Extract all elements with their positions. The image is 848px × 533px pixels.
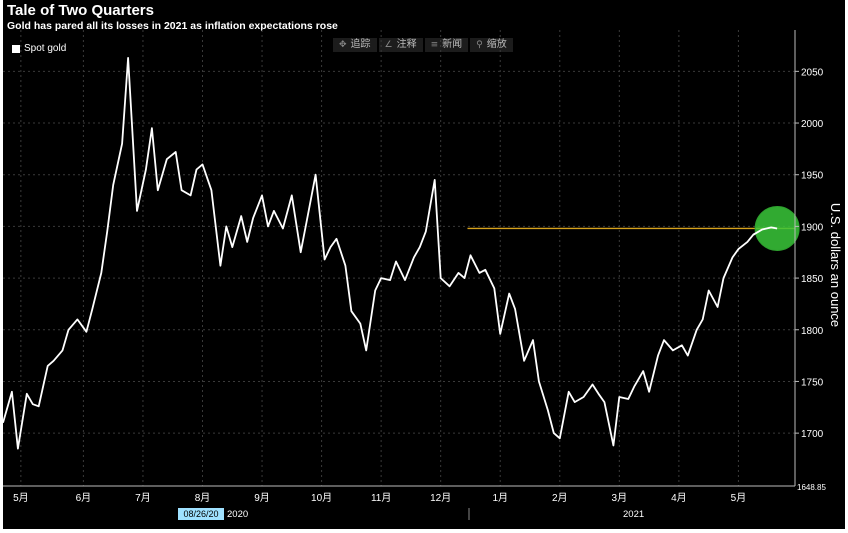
grid-layer <box>3 30 795 486</box>
track-button[interactable]: ✥ 追踪 <box>333 38 377 52</box>
series-line-spot-gold <box>3 57 778 450</box>
year-2020-label: 2020 <box>227 509 248 520</box>
date-highlight-box: 08/26/20 <box>178 508 224 520</box>
last-value-label: 1648.85 <box>797 483 826 492</box>
annotate-button[interactable]: ∠ 注释 <box>378 38 423 52</box>
y-tick-label: 1850 <box>801 274 824 285</box>
price-chart[interactable]: 1700 1750 1800 1850 1900 1950 2000 2050 5月 6月 7月 8月… <box>3 0 845 529</box>
annotate-label: 注释 <box>396 39 417 50</box>
legend-label: Spot gold <box>24 43 67 54</box>
x-tick-label: 1月 <box>492 492 508 504</box>
y-axis-label: U.S. dollars an ounce <box>828 203 843 327</box>
chart-title: Tale of Two Quarters <box>7 2 154 19</box>
x-tick-label: 6月 <box>76 492 92 504</box>
x-tick-label: 7月 <box>135 492 151 504</box>
x-tick-label: 3月 <box>612 492 628 504</box>
y-tick-label: 1750 <box>801 377 824 388</box>
axes-layer: 1700 1750 1800 1850 1900 1950 2000 2050 5月 6月 7月 8月… <box>3 30 826 504</box>
highlight-layer <box>752 205 800 251</box>
chart-legend: Spot gold <box>12 43 66 54</box>
year-2021-label: 2021 <box>623 509 644 520</box>
y-tick-label: 2000 <box>801 119 824 130</box>
chart-frame: Tale of Two Quarters Gold has pared all … <box>3 0 845 529</box>
x-tick-label: 5月 <box>731 492 747 504</box>
x-tick-label: 4月 <box>671 492 687 504</box>
news-icon: ≡ <box>430 40 439 50</box>
x-tick-label: 12月 <box>430 492 451 504</box>
x-tick-label: 2月 <box>552 492 568 504</box>
chart-subtitle: Gold has pared all its losses in 2021 as… <box>7 20 338 32</box>
series-layer <box>3 57 778 450</box>
y-tick-label: 2050 <box>801 67 824 78</box>
y-tick-label: 1700 <box>801 429 824 440</box>
x-tick-label: 8月 <box>195 492 211 504</box>
series-tail-overlay <box>752 226 778 236</box>
y-tick-label: 1900 <box>801 222 824 233</box>
magnifier-icon: ⚲ <box>476 40 483 50</box>
track-label: 追踪 <box>350 39 371 50</box>
x-tick-label: 9月 <box>254 492 270 504</box>
zoom-button[interactable]: ⚲ 缩放 <box>470 38 513 52</box>
zoom-label: 缩放 <box>486 39 507 50</box>
y-tick-label: 1950 <box>801 171 824 182</box>
news-button[interactable]: ≡ 新闻 <box>424 38 469 52</box>
x-tick-label: 10月 <box>311 492 332 504</box>
pencil-icon: ∠ <box>384 40 393 50</box>
legend-swatch <box>12 44 20 53</box>
crosshair-icon: ✥ <box>339 40 347 50</box>
news-label: 新闻 <box>442 39 463 50</box>
chart-toolbar: ✥ 追踪 ∠ 注释 ≡ 新闻 ⚲ 缩放 <box>333 38 513 52</box>
x-tick-label: 11月 <box>371 492 391 504</box>
x-tick-label: 5月 <box>13 492 29 504</box>
highlight-circle <box>754 205 800 251</box>
y-tick-label: 1800 <box>801 326 824 337</box>
